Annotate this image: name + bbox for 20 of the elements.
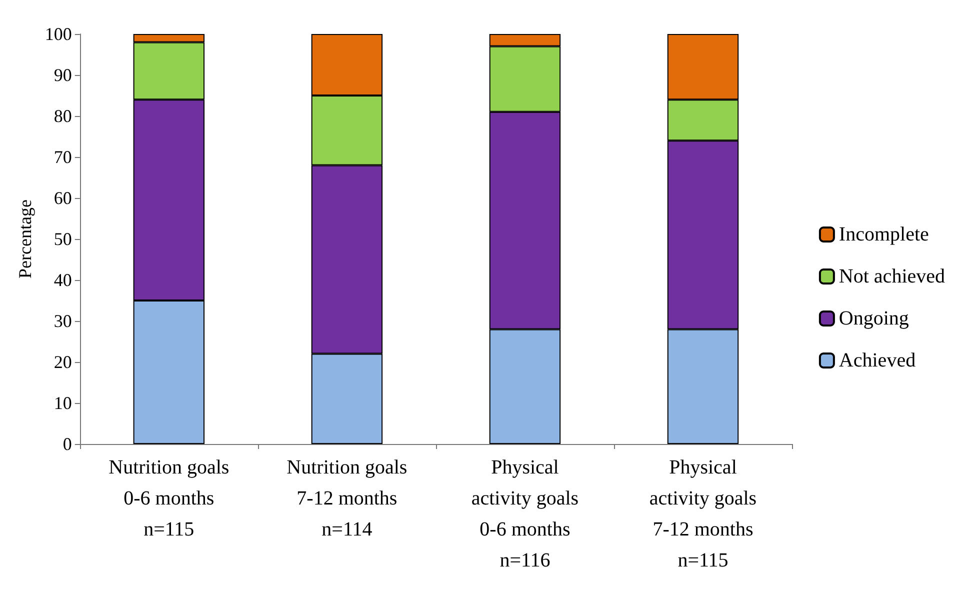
x-tick-label: Physical activity goals 0-6 months n=116 xyxy=(471,456,579,572)
y-tick-label: 20 xyxy=(54,352,72,372)
y-tick-label: 100 xyxy=(44,24,72,44)
legend-label: Incomplete xyxy=(838,224,930,246)
legend-label: Achieved xyxy=(838,350,916,372)
y-tick-label: 50 xyxy=(54,229,72,249)
y-tick-label: 40 xyxy=(54,270,72,290)
x-tick-label: Nutrition goals 0-6 months n=115 xyxy=(108,456,230,540)
legend-label: Not achieved xyxy=(838,266,946,288)
legend-label: Ongoing xyxy=(838,308,909,330)
y-tick-label: 30 xyxy=(54,311,72,331)
y-axis-title: Percentage xyxy=(15,200,35,278)
y-tick-label: 0 xyxy=(62,434,72,454)
y-tick-label: 90 xyxy=(54,65,72,85)
y-tick-label: 10 xyxy=(54,393,72,413)
y-tick-label: 60 xyxy=(54,188,72,208)
x-tick-label: Physical activity goals 7-12 months n=115 xyxy=(649,456,757,572)
y-tick-label: 80 xyxy=(54,106,72,126)
x-tick-label: Nutrition goals 7-12 months n=114 xyxy=(286,456,408,540)
y-tick-label: 70 xyxy=(54,147,72,167)
